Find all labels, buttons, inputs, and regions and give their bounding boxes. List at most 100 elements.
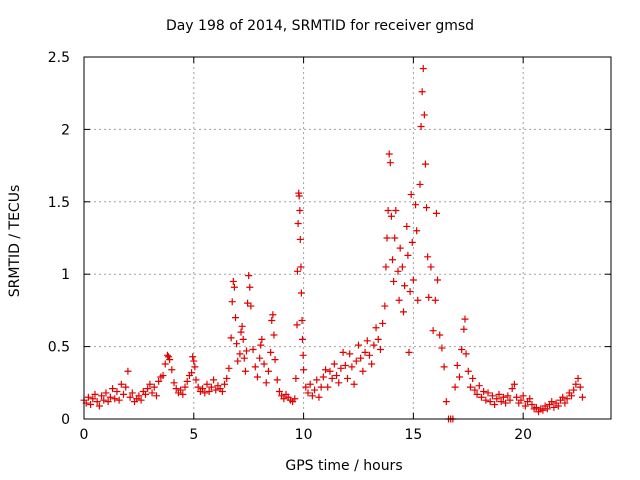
data-point xyxy=(346,350,354,358)
data-point xyxy=(199,385,207,393)
data-point xyxy=(324,383,332,391)
x-tick-label-2: 10 xyxy=(295,427,313,443)
data-point xyxy=(297,289,305,297)
data-point xyxy=(387,212,395,220)
data-point xyxy=(122,383,130,391)
data-point xyxy=(461,315,469,323)
data-point xyxy=(502,399,510,407)
data-point xyxy=(528,401,536,409)
data-point xyxy=(183,377,191,385)
data-point xyxy=(299,351,307,359)
data-point xyxy=(451,383,459,391)
data-point xyxy=(304,389,312,397)
data-point xyxy=(436,331,444,339)
data-point xyxy=(280,395,288,403)
data-point xyxy=(251,363,259,371)
data-point xyxy=(227,334,235,342)
data-point xyxy=(234,357,242,365)
data-point xyxy=(135,392,143,400)
data-point xyxy=(296,206,304,214)
data-point xyxy=(308,392,316,400)
data-point xyxy=(177,386,185,394)
data-point xyxy=(95,402,103,410)
data-point xyxy=(311,386,319,394)
data-point xyxy=(372,324,380,332)
data-point xyxy=(417,123,425,131)
x-tick-label-3: 15 xyxy=(404,427,422,443)
data-point xyxy=(152,392,160,400)
data-point xyxy=(229,277,237,285)
data-point xyxy=(427,263,435,271)
y-tick-label-1: 0.5 xyxy=(48,340,70,356)
data-point xyxy=(188,369,196,377)
data-point xyxy=(421,160,429,168)
data-point xyxy=(102,389,110,397)
data-point xyxy=(394,267,402,275)
x-tick-label-4: 20 xyxy=(514,427,532,443)
data-point xyxy=(333,372,341,380)
x-tick-label-1: 5 xyxy=(189,427,198,443)
data-point xyxy=(348,363,356,371)
data-point xyxy=(168,366,176,374)
y-tick-label-5: 2.5 xyxy=(48,50,70,66)
data-point xyxy=(141,390,149,398)
data-point xyxy=(128,389,136,397)
data-point xyxy=(396,244,404,252)
data-point xyxy=(513,393,521,401)
data-point xyxy=(408,238,416,246)
data-point xyxy=(275,387,283,395)
data-point xyxy=(98,392,106,400)
data-point xyxy=(172,385,180,393)
data-point xyxy=(578,393,586,401)
data-point xyxy=(482,396,490,404)
data-point xyxy=(247,302,255,310)
data-point xyxy=(253,373,261,381)
data-point xyxy=(201,389,209,397)
data-point xyxy=(166,356,174,364)
data-point xyxy=(390,277,398,285)
data-point xyxy=(420,111,428,119)
data-point xyxy=(298,335,306,343)
data-point xyxy=(412,201,420,209)
data-point xyxy=(339,348,347,356)
data-point xyxy=(291,395,299,403)
data-point xyxy=(87,401,95,409)
data-point xyxy=(425,293,433,301)
data-point xyxy=(392,206,400,214)
data-point xyxy=(354,341,362,349)
data-point xyxy=(257,341,265,349)
data-point xyxy=(532,403,540,411)
plot-frame xyxy=(83,56,612,420)
data-point xyxy=(210,376,218,384)
data-point xyxy=(359,367,367,375)
data-point xyxy=(469,374,477,382)
data-point xyxy=(559,393,567,401)
data-point xyxy=(567,392,575,400)
data-point xyxy=(223,374,231,382)
data-point xyxy=(406,288,414,296)
data-point xyxy=(322,366,330,374)
data-point xyxy=(365,351,373,359)
data-point xyxy=(473,390,481,398)
data-point xyxy=(113,387,121,395)
data-point xyxy=(242,347,250,355)
data-point xyxy=(431,296,439,304)
data-point xyxy=(576,383,584,391)
data-point xyxy=(398,263,406,271)
data-point xyxy=(384,206,392,214)
data-point xyxy=(241,367,249,375)
data-point xyxy=(460,325,468,333)
data-point xyxy=(455,373,463,381)
axis-ticks: 0 5 10 15 20 0 0.5 1 1.5 2 2.5 xyxy=(48,50,611,443)
data-point xyxy=(405,348,413,356)
data-point xyxy=(480,387,488,395)
data-point xyxy=(572,380,580,388)
data-point xyxy=(497,398,505,406)
data-point xyxy=(264,367,272,375)
data-point xyxy=(246,283,254,291)
data-point xyxy=(519,392,527,400)
data-point xyxy=(389,256,397,264)
data-point xyxy=(488,392,496,400)
data-point xyxy=(508,385,516,393)
